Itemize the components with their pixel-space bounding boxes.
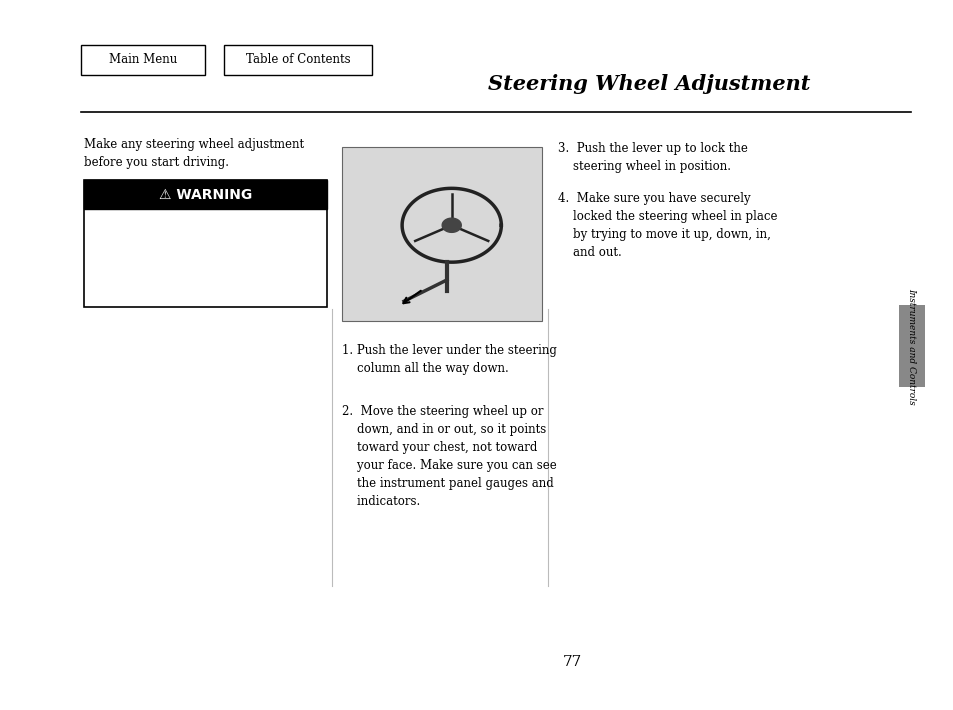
- Text: 4.  Make sure you have securely
    locked the steering wheel in place
    by tr: 4. Make sure you have securely locked th…: [558, 192, 777, 258]
- Polygon shape: [442, 218, 461, 232]
- Bar: [898, 305, 924, 387]
- Text: 1. Push the lever under the steering
    column all the way down.: 1. Push the lever under the steering col…: [341, 344, 556, 376]
- Text: ⚠ WARNING: ⚠ WARNING: [159, 187, 252, 202]
- Text: 77: 77: [562, 655, 581, 669]
- Bar: [224, 45, 372, 75]
- Bar: [84, 180, 327, 209]
- Bar: [341, 147, 541, 321]
- Bar: [84, 180, 327, 307]
- Text: Make any steering wheel adjustment
before you start driving.: Make any steering wheel adjustment befor…: [84, 138, 304, 170]
- Text: Main Menu: Main Menu: [109, 53, 177, 66]
- Text: 2.  Move the steering wheel up or
    down, and in or out, so it points
    towa: 2. Move the steering wheel up or down, a…: [341, 405, 556, 508]
- Text: Steering Wheel Adjustment: Steering Wheel Adjustment: [487, 74, 809, 94]
- Text: Table of Contents: Table of Contents: [246, 53, 350, 66]
- Text: Instruments and Controls: Instruments and Controls: [906, 288, 916, 405]
- Bar: [81, 45, 205, 75]
- Text: 3.  Push the lever up to lock the
    steering wheel in position.: 3. Push the lever up to lock the steerin…: [558, 142, 747, 173]
